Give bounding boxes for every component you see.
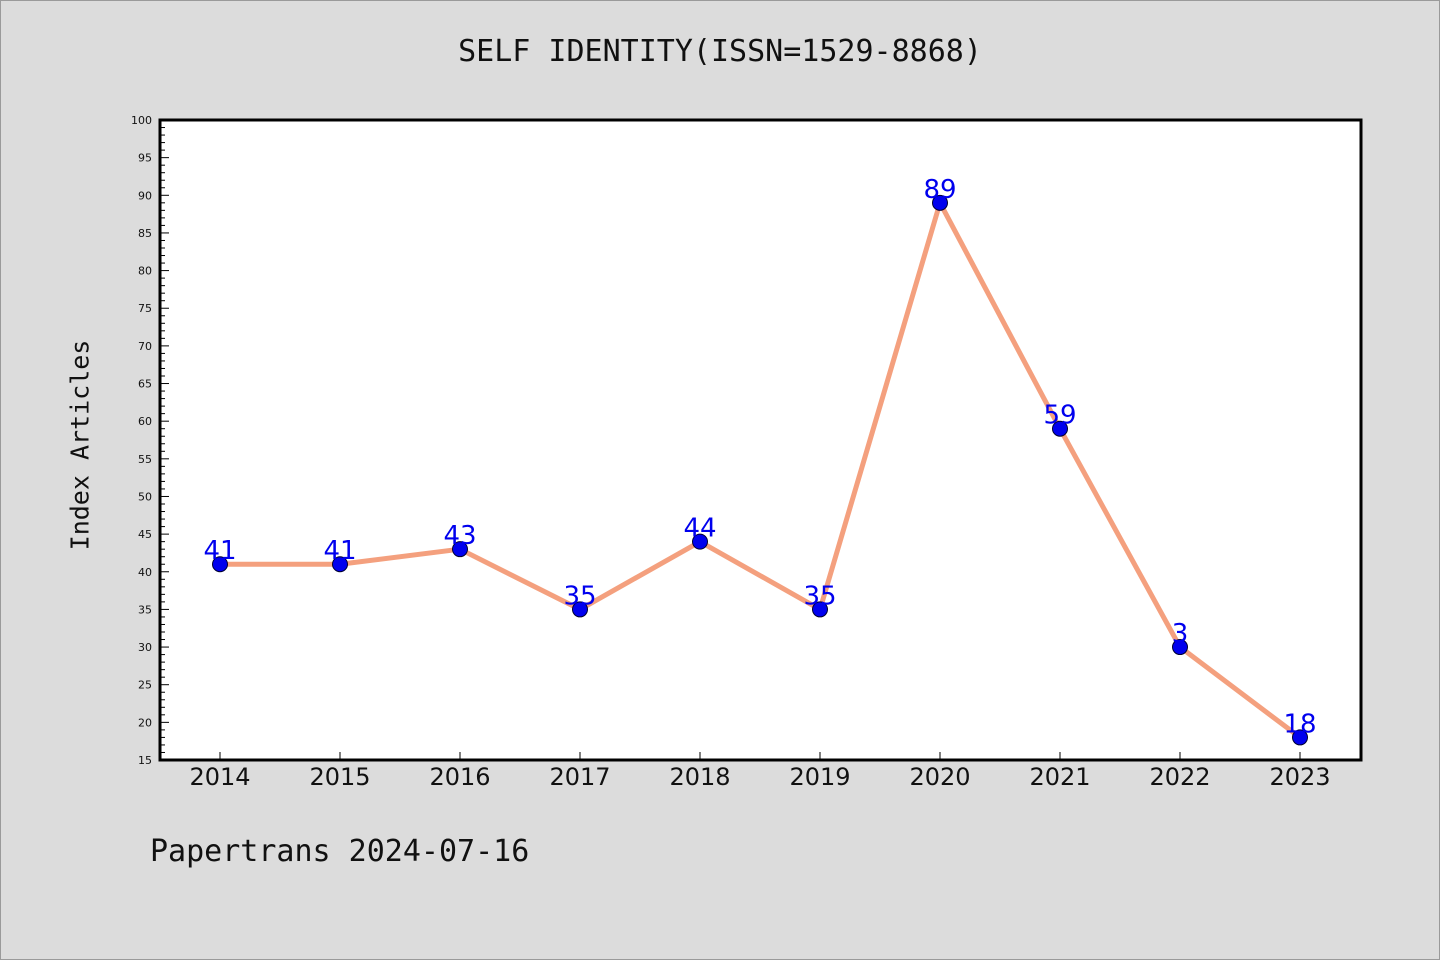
y-axis-ticks: 15 20 25 30 35 40 45 50 55 60 65 70 75 80 85 90 95 100 — [131, 114, 169, 767]
data-point — [572, 601, 588, 618]
y-tick-label: 85 — [138, 227, 152, 240]
data-point — [1172, 639, 1188, 656]
y-tick-label: 30 — [138, 641, 152, 654]
y-tick-label: 50 — [138, 490, 152, 503]
footer-text: Papertrans 2024-07-16 — [150, 834, 530, 869]
y-tick-label: 40 — [138, 566, 152, 579]
series-line — [217, 200, 1303, 740]
data-point — [812, 601, 828, 618]
y-tick-label: 75 — [138, 302, 152, 315]
y-tick-label: 95 — [138, 152, 152, 165]
y-tick-label: 60 — [138, 415, 152, 428]
data-point — [1292, 729, 1308, 746]
plot-area — [158, 118, 1363, 762]
x-tick-label: 2020 — [909, 763, 970, 791]
y-tick-label: 25 — [138, 679, 152, 692]
y-tick-label: 35 — [138, 603, 152, 616]
data-label: 43 — [443, 521, 476, 551]
x-axis-ticks: 2014 2015 2016 2017 2018 2019 2020 2021 2022 2023 — [189, 752, 1331, 791]
y-tick-label: 45 — [138, 528, 152, 541]
x-tick-label: 2019 — [789, 763, 850, 791]
y-tick-label: 80 — [138, 265, 152, 278]
data-point — [212, 556, 228, 573]
x-tick-label: 2015 — [309, 763, 370, 791]
x-tick-label: 2016 — [429, 763, 490, 791]
y-tick-label: 90 — [138, 189, 152, 202]
data-label: 44 — [683, 514, 716, 544]
data-label: 35 — [563, 581, 596, 611]
y-tick-label: 55 — [138, 453, 152, 466]
y-tick-label: 70 — [138, 340, 152, 353]
data-label: 3 — [1172, 619, 1189, 649]
y-tick-label: 65 — [138, 378, 152, 391]
data-label: 59 — [1043, 401, 1076, 431]
data-label: 35 — [803, 581, 836, 611]
data-point — [332, 556, 348, 573]
data-point — [452, 541, 468, 558]
y-tick-label: 15 — [138, 754, 152, 767]
x-tick-label: 2017 — [549, 763, 610, 791]
y-tick-label: 20 — [138, 716, 152, 729]
data-label: 18 — [1283, 709, 1316, 739]
x-tick-label: 2014 — [189, 763, 250, 791]
data-label: 41 — [203, 536, 236, 566]
x-tick-label: 2023 — [1269, 763, 1330, 791]
data-label: 41 — [323, 536, 356, 566]
data-point — [932, 194, 948, 211]
series-group: 41 41 43 35 44 35 89 59 3 18 — [203, 175, 1317, 746]
x-tick-label: 2018 — [669, 763, 730, 791]
data-label: 89 — [923, 175, 956, 205]
data-point — [692, 533, 708, 550]
data-point — [1052, 420, 1068, 437]
x-tick-label: 2021 — [1029, 763, 1090, 791]
y-tick-label: 100 — [131, 114, 152, 127]
chart-title: SELF IDENTITY(ISSN=1529-8868) — [458, 34, 982, 69]
x-tick-label: 2022 — [1149, 763, 1210, 791]
